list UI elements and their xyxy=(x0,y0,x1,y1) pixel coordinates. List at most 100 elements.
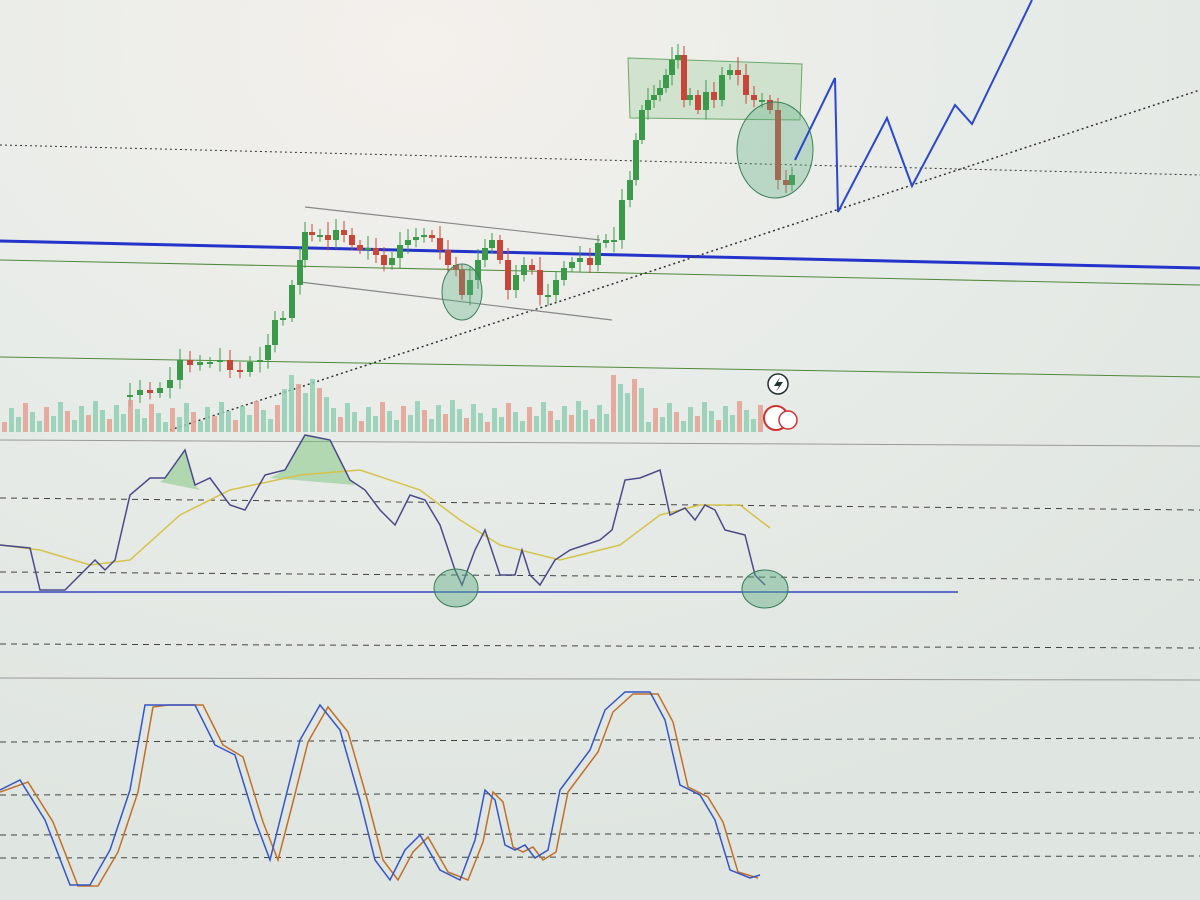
volume-bar xyxy=(730,415,735,432)
candle xyxy=(475,260,481,280)
candle xyxy=(751,95,757,100)
candle xyxy=(227,360,233,370)
candle xyxy=(187,360,193,365)
volume-bar xyxy=(450,400,455,432)
volume-bar xyxy=(289,375,294,432)
volume-bar xyxy=(408,415,413,432)
volume-bar xyxy=(534,416,539,432)
rsi-band xyxy=(0,571,1200,581)
candle xyxy=(197,362,203,365)
volume-bar xyxy=(16,417,21,432)
volume-bar xyxy=(226,411,231,432)
volume-bar xyxy=(275,405,280,432)
candle xyxy=(711,92,717,100)
volume-bar xyxy=(478,413,483,432)
candle xyxy=(167,380,173,388)
rsi-band xyxy=(0,497,1200,511)
candle xyxy=(289,285,295,318)
volume-bar xyxy=(233,420,238,432)
candle xyxy=(789,175,795,185)
volume-bar xyxy=(345,403,350,432)
candle xyxy=(651,95,657,100)
volume-bar xyxy=(632,379,637,432)
candle xyxy=(703,92,709,110)
volume-bar xyxy=(688,407,693,432)
volume-bar xyxy=(72,420,77,432)
volume-bar xyxy=(758,405,763,432)
candle xyxy=(669,60,675,75)
volume-bar xyxy=(576,401,581,432)
candle xyxy=(553,280,559,295)
volume-bar xyxy=(471,404,476,432)
candle xyxy=(633,140,639,180)
candle xyxy=(429,235,435,238)
volume-bar xyxy=(555,420,560,432)
volume-bar xyxy=(44,407,49,432)
volume-bar xyxy=(338,417,343,432)
candle xyxy=(587,258,593,265)
candle xyxy=(663,75,669,88)
stoch-k xyxy=(0,691,761,886)
volume-bar xyxy=(548,411,553,432)
volume-bar xyxy=(702,402,707,432)
volume-bar xyxy=(324,397,329,432)
candle xyxy=(280,318,286,320)
stoch-band xyxy=(0,791,1200,796)
volume-bar xyxy=(646,422,651,432)
candle xyxy=(513,275,519,290)
volume-bar xyxy=(128,400,133,432)
volume-bar xyxy=(79,406,84,432)
volume-bar xyxy=(387,411,392,432)
green-level xyxy=(0,259,1200,286)
volume-bar xyxy=(177,417,182,432)
event-icon[interactable] xyxy=(778,410,798,430)
candle xyxy=(237,370,243,372)
candle xyxy=(639,110,645,140)
volume-bar xyxy=(562,406,567,432)
volume-bar xyxy=(604,414,609,432)
volume-bar xyxy=(23,403,28,432)
candle xyxy=(545,295,551,297)
volume-bar xyxy=(142,418,147,432)
volume-bar xyxy=(422,410,427,432)
candle xyxy=(381,255,387,265)
bolt xyxy=(774,377,783,392)
highlight xyxy=(441,263,483,321)
candle xyxy=(127,395,133,397)
channel-line xyxy=(304,206,601,241)
volume-bar xyxy=(464,418,469,432)
volume-bar xyxy=(499,417,504,432)
candle xyxy=(177,360,183,380)
volume-bar xyxy=(667,403,672,432)
stoch-band xyxy=(0,737,1200,743)
volume-bar xyxy=(681,421,686,432)
stoch-band xyxy=(0,855,1200,859)
highlight xyxy=(741,569,789,609)
volume-bar xyxy=(457,409,462,432)
candle xyxy=(783,180,789,185)
candle xyxy=(695,95,701,110)
candle xyxy=(207,362,213,364)
candle xyxy=(325,235,331,240)
candle xyxy=(687,95,693,100)
volume-bar xyxy=(366,407,371,432)
candle xyxy=(421,235,427,237)
volume-bar xyxy=(317,388,322,432)
volume-bar xyxy=(597,405,602,432)
volume-bar xyxy=(93,401,98,432)
volume-bar xyxy=(443,414,448,432)
volume-bar xyxy=(639,388,644,432)
candle xyxy=(247,362,253,372)
volume-bar xyxy=(9,408,14,432)
volume-bar xyxy=(219,402,224,432)
candle xyxy=(257,360,263,362)
candle xyxy=(595,243,601,265)
volume-bar xyxy=(541,402,546,432)
volume-bar xyxy=(212,416,217,432)
candle xyxy=(157,388,163,393)
volume-bar xyxy=(520,421,525,432)
volume xyxy=(2,375,763,432)
